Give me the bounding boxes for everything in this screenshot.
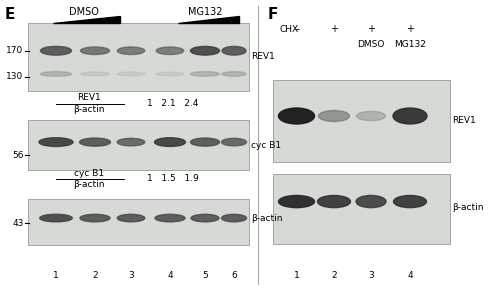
- Ellipse shape: [393, 108, 427, 124]
- Ellipse shape: [222, 214, 246, 222]
- Ellipse shape: [40, 72, 72, 76]
- Text: 1: 1: [294, 271, 300, 280]
- Ellipse shape: [190, 72, 220, 76]
- Text: +: +: [367, 24, 375, 34]
- Ellipse shape: [117, 138, 145, 146]
- Ellipse shape: [40, 46, 72, 55]
- Ellipse shape: [39, 138, 73, 146]
- Text: CHX: CHX: [280, 24, 299, 34]
- Ellipse shape: [80, 214, 110, 222]
- Ellipse shape: [278, 195, 314, 208]
- Ellipse shape: [394, 195, 426, 208]
- Text: 170: 170: [6, 46, 24, 55]
- Polygon shape: [178, 16, 239, 23]
- Text: 4: 4: [167, 271, 173, 280]
- Text: 3: 3: [368, 271, 374, 280]
- Bar: [28, 199, 248, 245]
- Text: β-actin: β-actin: [251, 214, 282, 224]
- Text: –: –: [294, 24, 299, 34]
- Ellipse shape: [190, 138, 220, 146]
- Text: 130: 130: [6, 72, 24, 81]
- Ellipse shape: [80, 138, 110, 146]
- Text: 4: 4: [407, 271, 413, 280]
- Ellipse shape: [222, 138, 246, 146]
- Text: β-actin: β-actin: [452, 203, 484, 212]
- Ellipse shape: [191, 214, 219, 222]
- Text: 6: 6: [231, 271, 237, 280]
- Text: 5: 5: [202, 271, 208, 280]
- Text: 56: 56: [12, 151, 24, 160]
- Text: cyc B1: cyc B1: [251, 140, 281, 150]
- Ellipse shape: [222, 72, 246, 76]
- Polygon shape: [52, 16, 120, 23]
- Ellipse shape: [356, 111, 386, 121]
- Text: E: E: [5, 7, 15, 22]
- Text: DMSO: DMSO: [358, 39, 384, 49]
- Text: 1   2.1   2.4: 1 2.1 2.4: [147, 99, 198, 108]
- Text: REV1: REV1: [251, 52, 275, 61]
- Ellipse shape: [117, 72, 145, 76]
- Text: 2: 2: [331, 271, 337, 280]
- Ellipse shape: [318, 195, 350, 208]
- Text: +: +: [406, 24, 414, 34]
- Ellipse shape: [356, 195, 386, 208]
- Ellipse shape: [117, 47, 145, 55]
- Text: 1: 1: [53, 271, 59, 280]
- Ellipse shape: [80, 72, 110, 76]
- Text: MG132: MG132: [188, 7, 222, 17]
- Ellipse shape: [40, 214, 72, 222]
- Bar: [28, 120, 248, 170]
- Ellipse shape: [190, 46, 220, 55]
- Ellipse shape: [117, 214, 145, 222]
- Ellipse shape: [80, 47, 110, 55]
- Bar: [272, 80, 450, 162]
- Ellipse shape: [222, 46, 246, 55]
- Text: 2: 2: [92, 271, 98, 280]
- Text: +: +: [330, 24, 338, 34]
- Text: DMSO: DMSO: [69, 7, 99, 17]
- Text: 3: 3: [128, 271, 134, 280]
- Ellipse shape: [155, 214, 185, 222]
- Ellipse shape: [278, 108, 314, 124]
- Text: REV1: REV1: [77, 93, 101, 102]
- Bar: [28, 23, 248, 91]
- Text: 43: 43: [12, 219, 24, 228]
- Ellipse shape: [156, 72, 184, 76]
- Text: 1   1.5   1.9: 1 1.5 1.9: [146, 174, 199, 184]
- Bar: [272, 174, 450, 244]
- Text: β-actin: β-actin: [73, 105, 105, 114]
- Text: MG132: MG132: [394, 39, 426, 49]
- Text: REV1: REV1: [452, 116, 476, 125]
- Text: F: F: [268, 7, 278, 22]
- Ellipse shape: [154, 138, 186, 146]
- Ellipse shape: [318, 110, 350, 122]
- Ellipse shape: [156, 47, 184, 55]
- Text: cyc B1: cyc B1: [74, 169, 104, 178]
- Text: β-actin: β-actin: [73, 180, 105, 189]
